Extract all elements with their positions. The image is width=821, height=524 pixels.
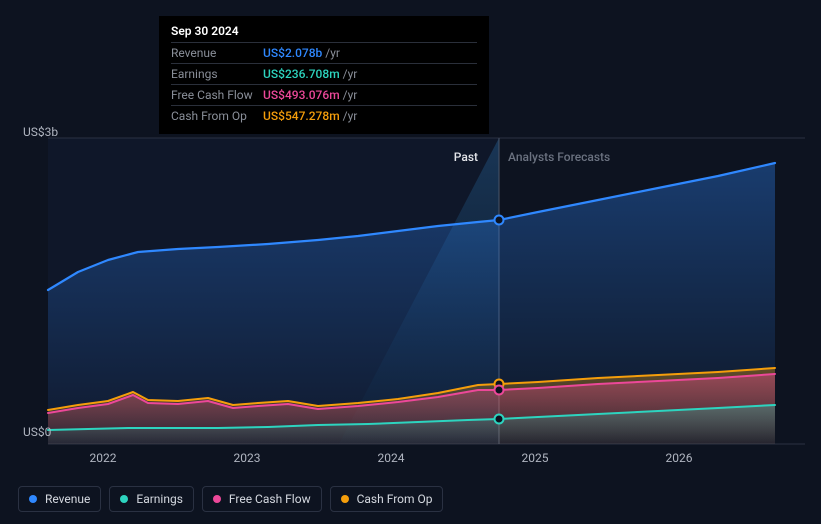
- legend-dot-icon: [29, 495, 37, 503]
- legend-item[interactable]: Free Cash Flow: [202, 486, 322, 512]
- legend-dot-icon: [341, 495, 349, 503]
- chart-tooltip: Sep 30 2024 RevenueUS$2.078b/yrEarningsU…: [159, 16, 489, 134]
- tooltip-row-value: US$493.076m: [263, 88, 340, 102]
- tooltip-row-unit: /yr: [343, 67, 358, 81]
- forecast-label: Analysts Forecasts: [508, 150, 610, 164]
- legend-item[interactable]: Cash From Op: [330, 486, 444, 512]
- legend-item[interactable]: Revenue: [18, 486, 101, 512]
- legend-label: Earnings: [136, 492, 183, 506]
- tooltip-row: Cash From OpUS$547.278m/yr: [171, 105, 477, 126]
- legend-item[interactable]: Earnings: [109, 486, 194, 512]
- x-axis-label: 2026: [666, 451, 693, 465]
- y-axis-label: US$3b: [23, 125, 58, 139]
- tooltip-row: Free Cash FlowUS$493.076m/yr: [171, 84, 477, 105]
- tooltip-row-label: Free Cash Flow: [171, 88, 263, 102]
- tooltip-row-value: US$2.078b: [263, 46, 322, 60]
- y-axis-label: US$0: [23, 425, 51, 439]
- tooltip-row: EarningsUS$236.708m/yr: [171, 63, 477, 84]
- tooltip-row-unit: /yr: [325, 46, 340, 60]
- tooltip-row-label: Cash From Op: [171, 109, 263, 123]
- tooltip-row: RevenueUS$2.078b/yr: [171, 42, 477, 63]
- tooltip-row-value: US$547.278m: [263, 109, 340, 123]
- financial-chart: US$3b US$0 2022 2023 2024 2025 2026 Past Anal…: [18, 0, 805, 524]
- tooltip-row-unit: /yr: [343, 88, 358, 102]
- tooltip-row-unit: /yr: [343, 109, 358, 123]
- tooltip-row-value: US$236.708m: [263, 67, 340, 81]
- tooltip-date: Sep 30 2024: [171, 24, 477, 38]
- legend-dot-icon: [213, 495, 221, 503]
- x-axis-label: 2023: [234, 451, 261, 465]
- x-axis-label: 2024: [378, 451, 405, 465]
- legend-label: Cash From Op: [357, 492, 433, 506]
- x-axis-label: 2025: [522, 451, 549, 465]
- x-axis-label: 2022: [90, 451, 117, 465]
- legend-dot-icon: [120, 495, 128, 503]
- tooltip-row-label: Revenue: [171, 46, 263, 60]
- legend-label: Revenue: [45, 492, 90, 506]
- legend-label: Free Cash Flow: [229, 492, 311, 506]
- tooltip-row-label: Earnings: [171, 67, 263, 81]
- past-label: Past: [454, 150, 478, 164]
- chart-legend: Revenue Earnings Free Cash Flow Cash From O…: [18, 486, 443, 512]
